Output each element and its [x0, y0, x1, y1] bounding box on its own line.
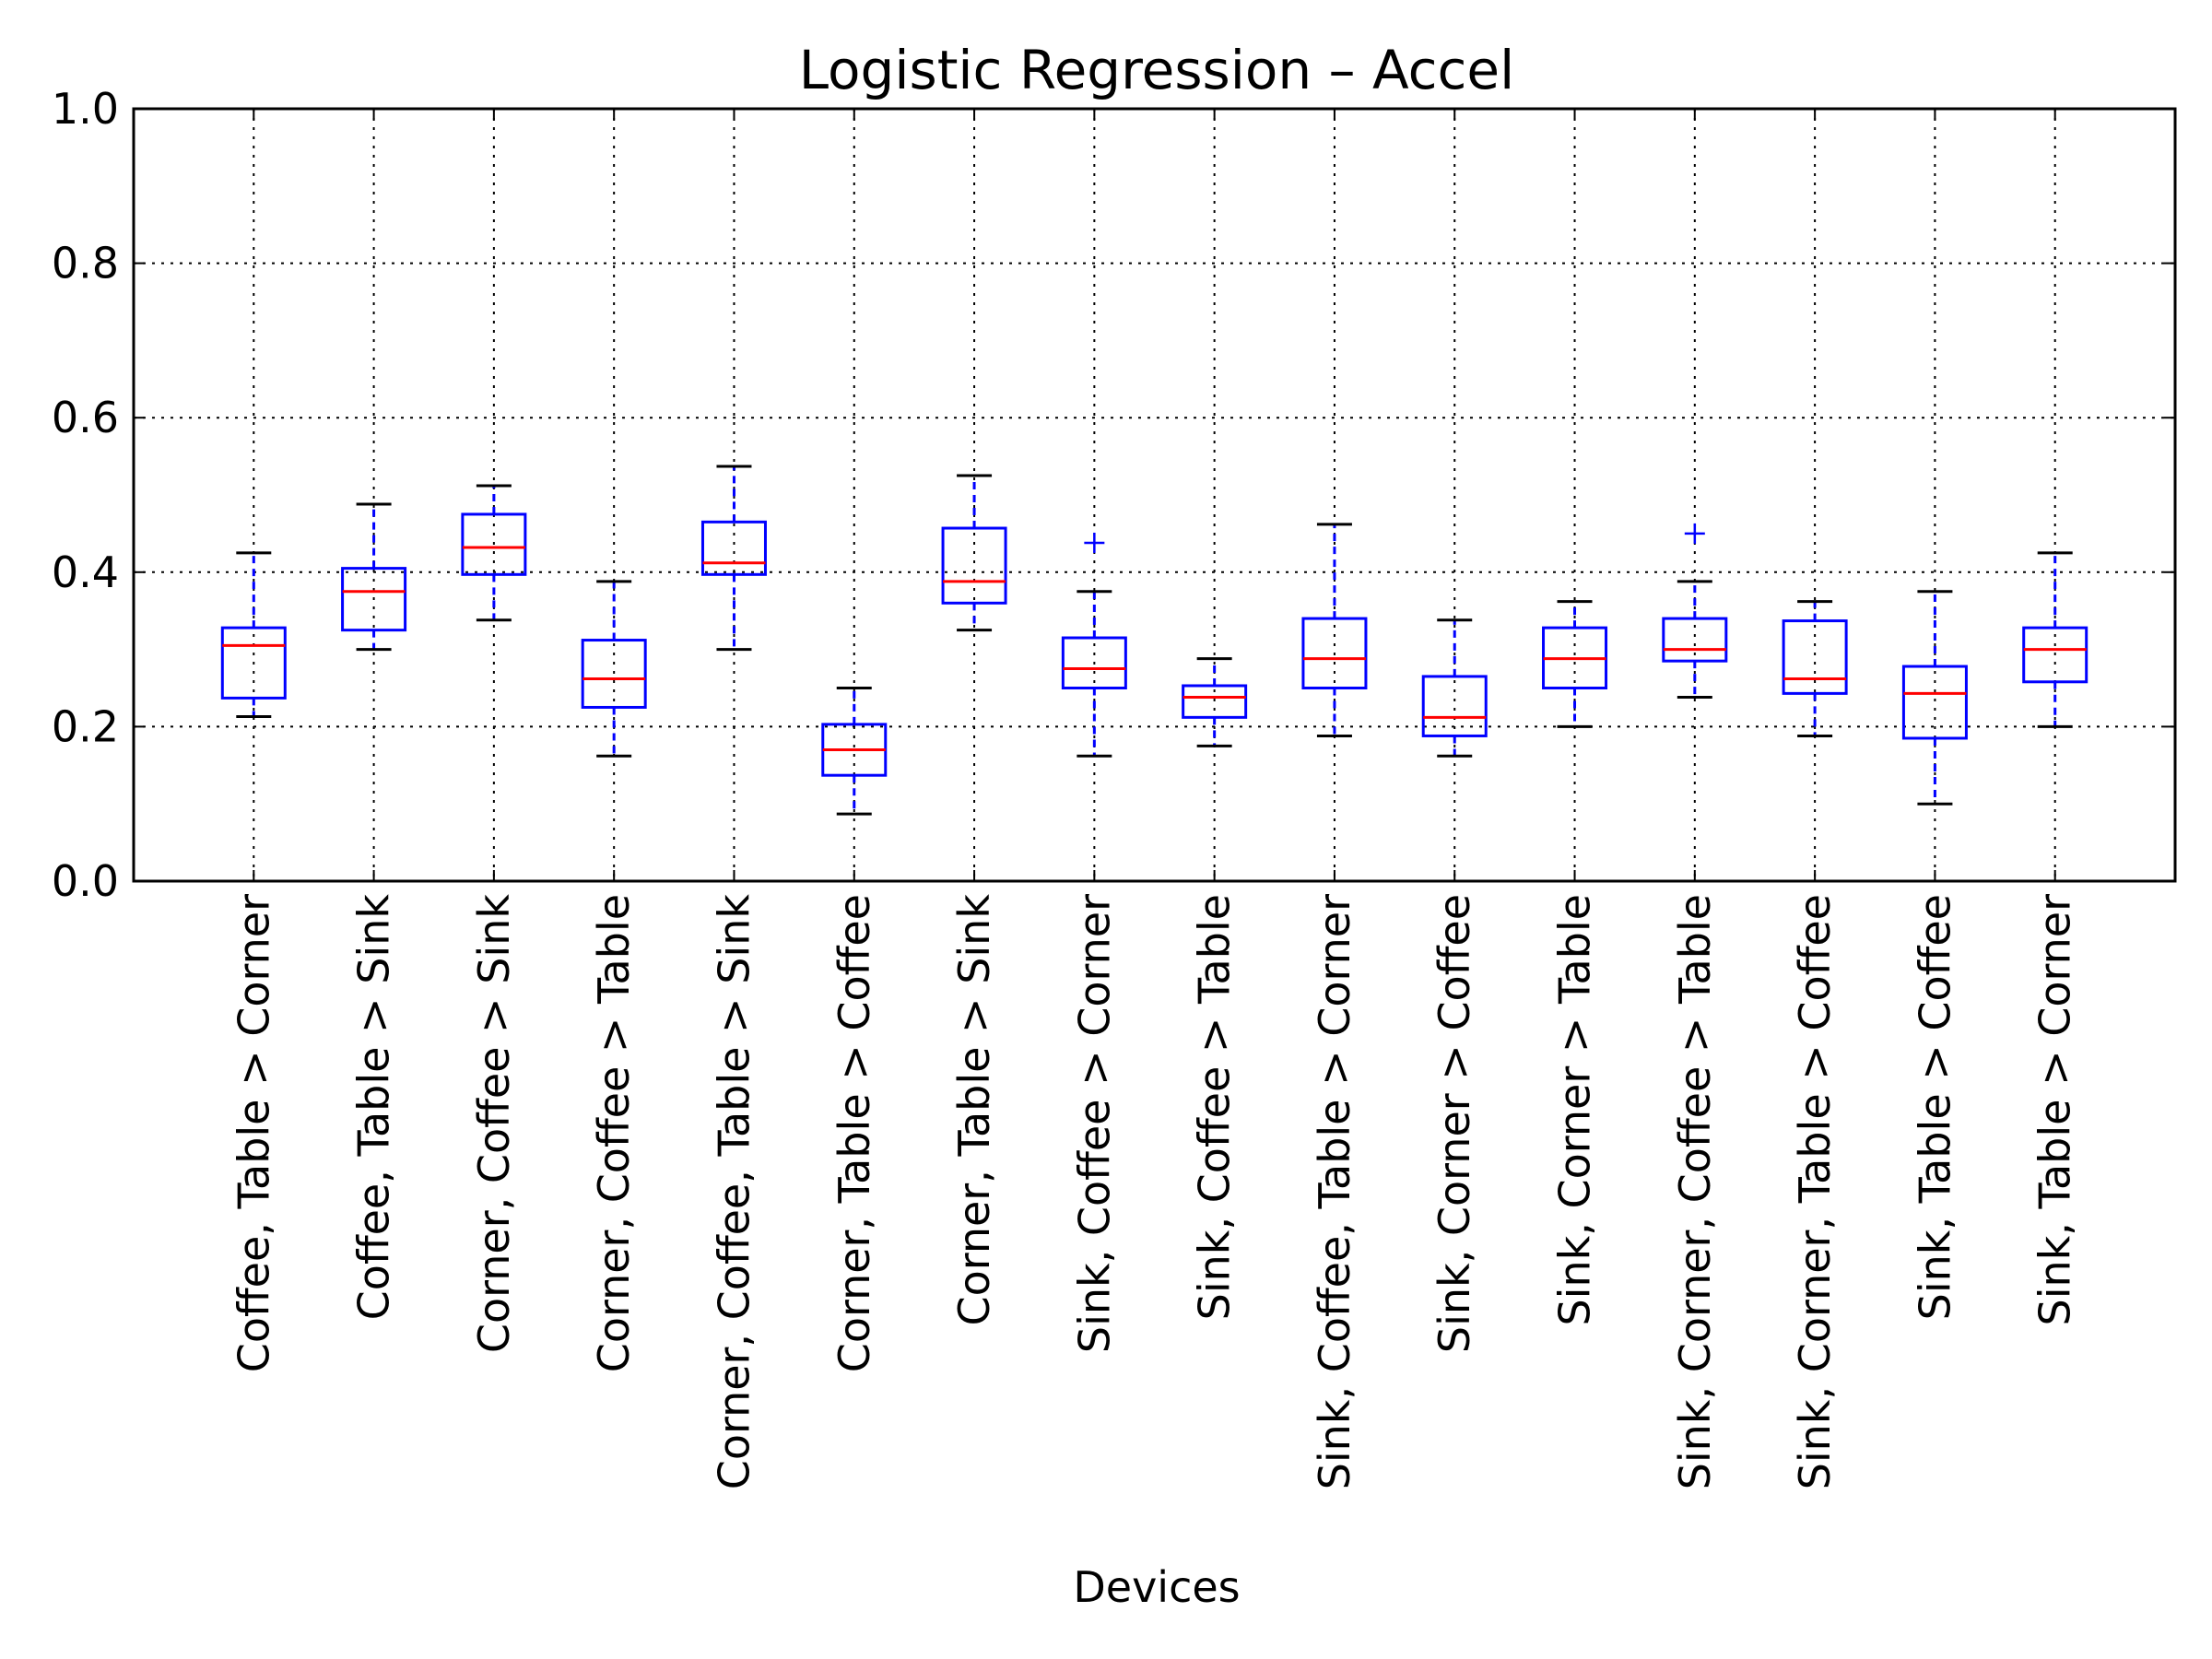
- boxplot-10: [1301, 523, 1368, 737]
- boxplot-8: [1061, 532, 1127, 758]
- x-axis: Coffee, Table > Corner Coffee, Table > Si…: [229, 109, 2080, 1490]
- boxplot-5: [700, 465, 767, 652]
- iqr-box: [941, 526, 1007, 605]
- iqr-box: [461, 512, 527, 576]
- iqr-box: [341, 567, 407, 632]
- iqr-box: [1182, 684, 1248, 719]
- boxplot-7: [941, 474, 1007, 632]
- x-tick-label: Sink, Corner > Table: [1550, 894, 1600, 1326]
- plot-frame: [132, 107, 2177, 883]
- x-tick-label: Corner, Table > Sink: [949, 894, 999, 1326]
- x-tick-label: Sink, Corner, Table > Coffee: [1790, 894, 1840, 1489]
- boxplot-3: [461, 484, 527, 622]
- iqr-box: [1061, 636, 1127, 690]
- boxplot-1: [220, 551, 287, 719]
- iqr-box: [2022, 626, 2088, 684]
- y-tick-label: 0.8: [52, 239, 119, 288]
- x-tick-label: Sink, Table > Corner: [2030, 894, 2080, 1326]
- boxplot-16: [2022, 551, 2088, 728]
- x-tick-label: Corner, Table > Coffee: [830, 894, 879, 1372]
- boxplot-15: [1901, 590, 1968, 806]
- x-axis-label: Devices: [1073, 1562, 1240, 1612]
- boxplot-6: [821, 687, 888, 816]
- x-tick-label: Sink, Coffee, Table > Corner: [1310, 894, 1359, 1489]
- iqr-box: [700, 520, 767, 576]
- y-axis: 0.0 0.2 0.4 0.6 0.8 1.0: [52, 84, 2175, 906]
- x-tick-label: Corner, Coffee, Table > Sink: [709, 894, 759, 1490]
- boxplot-13: [1662, 523, 1728, 700]
- iqr-box: [1301, 617, 1368, 690]
- iqr-box: [1782, 619, 1848, 695]
- boxplot-14: [1782, 600, 1848, 737]
- outlier-marker: [1084, 532, 1105, 553]
- x-tick-label: Sink, Coffee > Corner: [1069, 894, 1119, 1353]
- iqr-box: [220, 626, 287, 700]
- grid-lines: [134, 109, 2175, 881]
- boxplot-12: [1542, 600, 1608, 728]
- y-tick-label: 0.6: [52, 393, 119, 442]
- x-tick-label: Sink, Coffee > Table: [1190, 894, 1240, 1320]
- iqr-box: [1421, 675, 1488, 737]
- y-tick-label: 0.0: [52, 856, 119, 906]
- iqr-box: [581, 639, 647, 709]
- x-tick-label: Sink, Table > Coffee: [1910, 894, 1959, 1320]
- boxplot-4: [581, 580, 647, 758]
- y-tick-label: 0.2: [52, 701, 119, 751]
- x-tick-label: Corner, Coffee > Sink: [469, 894, 519, 1353]
- x-tick-label: Coffee, Table > Sink: [349, 894, 399, 1321]
- x-tick-label: Sink, Corner, Coffee > Table: [1670, 894, 1720, 1489]
- outlier-marker: [1684, 523, 1705, 544]
- boxplots: [220, 465, 2088, 816]
- chart-title: Logistic Regression – Accel: [799, 39, 1514, 101]
- boxplot-11: [1421, 618, 1488, 758]
- x-tick-label: Corner, Coffee > Table: [589, 894, 639, 1372]
- boxplot-2: [341, 502, 407, 652]
- iqr-box: [1901, 665, 1968, 740]
- y-tick-label: 1.0: [52, 84, 119, 134]
- boxplot-9: [1182, 657, 1248, 747]
- iqr-box: [1662, 617, 1728, 663]
- y-tick-label: 0.4: [52, 547, 119, 597]
- x-tick-label: Sink, Corner > Coffee: [1430, 894, 1479, 1353]
- x-tick-label: Coffee, Table > Corner: [229, 894, 278, 1372]
